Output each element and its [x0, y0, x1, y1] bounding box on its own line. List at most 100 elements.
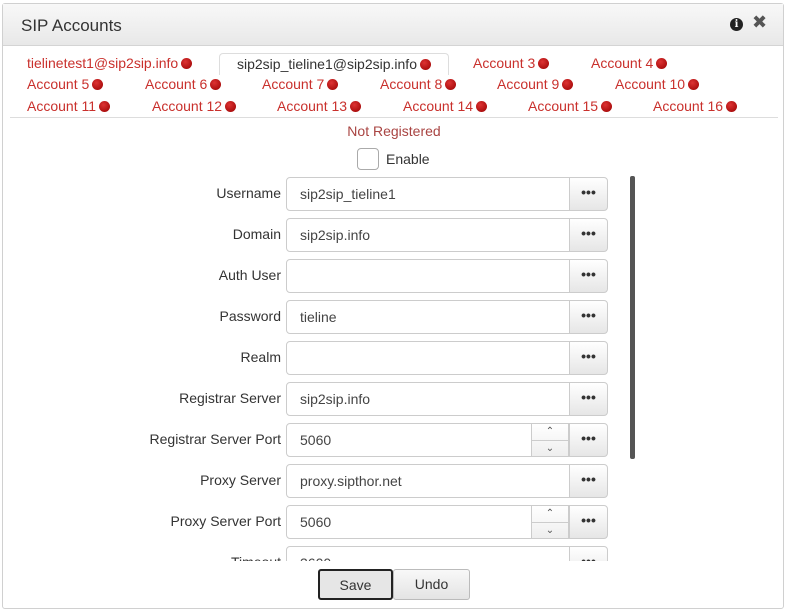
- form-row: Realm •••: [3, 341, 785, 375]
- status-dot-icon: [688, 79, 700, 90]
- form-row: Registrar Server sip2sip.info •••: [3, 382, 785, 416]
- tab-label: Account 3: [473, 55, 536, 71]
- save-button[interactable]: Save: [318, 569, 393, 600]
- form-row: Timeout 3600 •••: [3, 546, 785, 561]
- account-tab[interactable]: Account 14: [403, 98, 488, 114]
- dialog-title: SIP Accounts: [21, 16, 122, 35]
- more-options-button[interactable]: •••: [569, 259, 608, 293]
- field-label: Password: [219, 308, 281, 324]
- field-label: Realm: [240, 349, 281, 365]
- account-tab[interactable]: Account 8: [380, 76, 457, 92]
- account-tab[interactable]: Account 7: [262, 76, 339, 92]
- registration-status: Not Registered: [347, 123, 441, 139]
- form-row: Proxy Server Port 5060 ⌃ ⌄ •••: [3, 505, 785, 539]
- field-label: Domain: [232, 226, 281, 242]
- field-input[interactable]: sip2sip.info: [286, 218, 570, 252]
- field-input[interactable]: sip2sip_tieline1: [286, 177, 570, 211]
- status-dot-icon: [538, 58, 550, 69]
- tab-label: Account 14: [403, 98, 474, 114]
- account-tab[interactable]: Account 3: [473, 55, 550, 71]
- more-options-button[interactable]: •••: [569, 218, 608, 252]
- account-form: Username sip2sip_tieline1 ••• Domain sip2…: [3, 174, 785, 561]
- account-tab[interactable]: sip2sip_tieline1@sip2sip.info: [219, 53, 449, 75]
- account-tab[interactable]: Account 5: [27, 76, 104, 92]
- tab-label: Account 7: [262, 76, 325, 92]
- port-spinner[interactable]: ⌃ ⌄: [531, 505, 569, 539]
- spin-down-icon[interactable]: ⌄: [532, 522, 568, 538]
- account-tab[interactable]: Account 4: [591, 55, 668, 71]
- tab-label: Account 8: [380, 76, 443, 92]
- status-dot-icon: [445, 79, 457, 90]
- field-input[interactable]: tieline: [286, 300, 570, 334]
- tab-label: Account 11: [27, 98, 97, 114]
- account-tab[interactable]: Account 6: [145, 76, 222, 92]
- tab-label: tielinetest1@sip2sip.info: [27, 55, 179, 71]
- status-dot-icon: [225, 101, 237, 112]
- port-spinner[interactable]: ⌃ ⌄: [531, 423, 569, 457]
- form-row: Username sip2sip_tieline1 •••: [3, 177, 785, 211]
- field-label: Registrar Server Port: [149, 431, 281, 447]
- account-tab[interactable]: Account 15: [528, 98, 613, 114]
- form-row: Proxy Server proxy.sipthor.net •••: [3, 464, 785, 498]
- sip-accounts-dialog: SIP Accounts i ✖ tielinetest1@sip2sip.in…: [2, 3, 784, 609]
- field-label: Proxy Server Port: [170, 513, 281, 529]
- field-input[interactable]: proxy.sipthor.net: [286, 464, 570, 498]
- status-dot-icon: [181, 58, 193, 69]
- spin-up-icon[interactable]: ⌃: [545, 508, 555, 519]
- field-label: Registrar Server: [179, 390, 281, 406]
- enable-label: Enable: [386, 151, 430, 167]
- more-options-button[interactable]: •••: [569, 300, 608, 334]
- field-input[interactable]: 3600: [286, 546, 570, 561]
- dialog-header: SIP Accounts i ✖: [3, 4, 783, 46]
- tab-label: Account 6: [145, 76, 208, 92]
- field-label: Username: [216, 185, 281, 201]
- spin-up-icon[interactable]: ⌃: [545, 426, 555, 437]
- tabs-divider: [10, 117, 778, 118]
- account-tab[interactable]: Account 11: [27, 98, 111, 114]
- status-dot-icon: [99, 101, 111, 112]
- tab-label: sip2sip_tieline1@sip2sip.info: [237, 56, 417, 72]
- field-input[interactable]: [286, 341, 570, 375]
- account-tab[interactable]: tielinetest1@sip2sip.info: [27, 55, 193, 71]
- field-input[interactable]: [286, 259, 570, 293]
- more-options-button[interactable]: •••: [569, 177, 608, 211]
- tab-label: Account 10: [615, 76, 686, 92]
- field-label: Timeout: [231, 554, 281, 561]
- account-tab[interactable]: Account 16: [653, 98, 738, 114]
- status-dot-icon: [92, 79, 104, 90]
- enable-checkbox[interactable]: [357, 148, 379, 170]
- form-row: Password tieline •••: [3, 300, 785, 334]
- tab-label: Account 9: [497, 76, 560, 92]
- field-label: Proxy Server: [200, 472, 281, 488]
- account-tab[interactable]: Account 13: [277, 98, 362, 114]
- undo-button[interactable]: Undo: [393, 569, 470, 600]
- spin-down-icon[interactable]: ⌄: [532, 440, 568, 456]
- field-input[interactable]: sip2sip.info: [286, 382, 570, 416]
- more-options-button[interactable]: •••: [569, 464, 608, 498]
- status-dot-icon: [562, 79, 574, 90]
- close-icon[interactable]: ✖: [752, 12, 768, 33]
- field-label: Auth User: [218, 267, 281, 283]
- account-tab[interactable]: Account 9: [497, 76, 574, 92]
- status-dot-icon: [656, 58, 668, 69]
- more-options-button[interactable]: •••: [569, 546, 608, 561]
- field-input[interactable]: 5060: [286, 505, 532, 539]
- more-options-button[interactable]: •••: [569, 382, 608, 416]
- tab-label: Account 16: [653, 98, 724, 114]
- status-dot-icon: [210, 79, 222, 90]
- more-options-button[interactable]: •••: [569, 423, 608, 457]
- form-row: Auth User •••: [3, 259, 785, 293]
- tab-label: Account 13: [277, 98, 348, 114]
- account-tab[interactable]: Account 12: [152, 98, 237, 114]
- account-tab[interactable]: Account 10: [615, 76, 700, 92]
- more-options-button[interactable]: •••: [569, 341, 608, 375]
- scrollbar[interactable]: [630, 176, 635, 459]
- status-dot-icon: [476, 101, 488, 112]
- tab-label: Account 12: [152, 98, 223, 114]
- form-row: Domain sip2sip.info •••: [3, 218, 785, 252]
- more-options-button[interactable]: •••: [569, 505, 608, 539]
- status-dot-icon: [601, 101, 613, 112]
- field-input[interactable]: 5060: [286, 423, 532, 457]
- tab-label: Account 4: [591, 55, 654, 71]
- info-icon[interactable]: i: [730, 18, 743, 31]
